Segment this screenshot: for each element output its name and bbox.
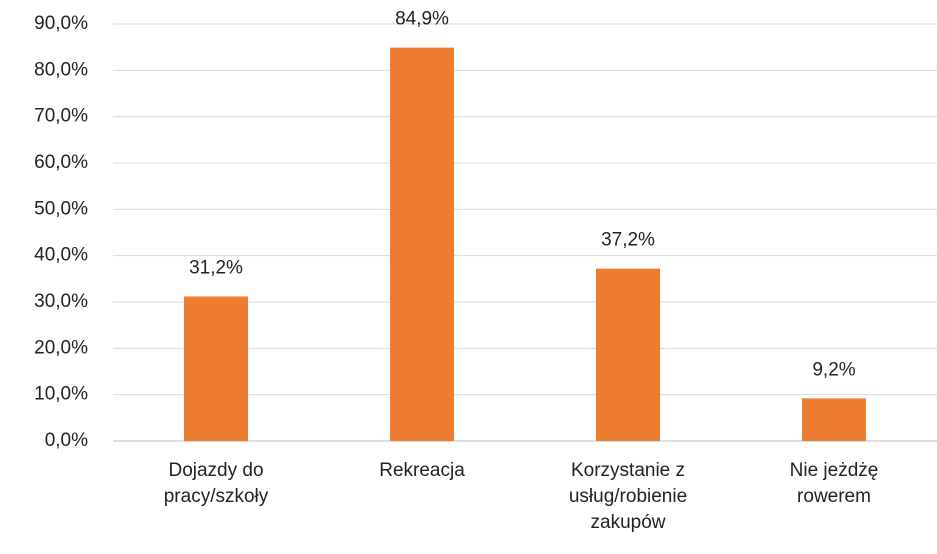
x-tick-label: Rekreacja [379,460,465,481]
bar [802,398,866,441]
value-label: 9,2% [812,359,855,380]
y-tick-label: 30,0% [34,291,88,312]
bar [184,296,248,441]
y-tick-label: 60,0% [34,152,88,173]
x-tick-label: Dojazdy do pracy/szkoły [163,460,269,507]
x-tick-label: Nie jeżdżę rowerem [789,460,879,507]
y-tick-label: 70,0% [34,106,88,127]
value-label: 31,2% [189,257,243,278]
value-label: 84,9% [395,9,449,30]
x-tick-label: Korzystanie z usług/robienie zakupów [568,460,688,533]
y-tick-label: 0,0% [45,430,88,451]
bar [596,268,660,441]
bar [390,47,454,441]
y-tick-label: 20,0% [34,337,88,358]
y-tick-label: 50,0% [34,198,88,219]
y-tick-label: 80,0% [34,59,88,80]
value-label: 37,2% [601,230,655,251]
y-tick-label: 90,0% [34,13,88,34]
y-tick-label: 10,0% [34,384,88,405]
y-tick-label: 40,0% [34,245,88,266]
